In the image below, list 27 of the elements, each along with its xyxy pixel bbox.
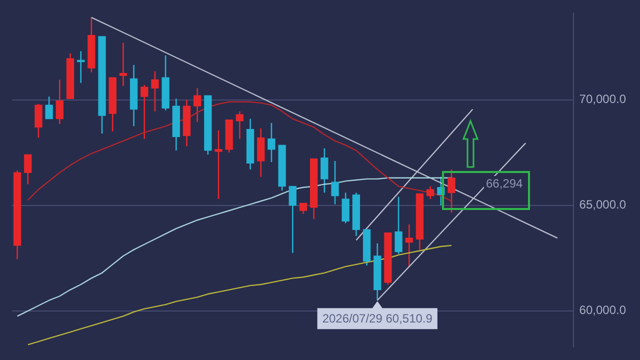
- candlestick: [214, 130, 222, 200]
- annotation: 66,294: [486, 176, 524, 190]
- candlestick: [299, 202, 308, 214]
- candlestick: [45, 96, 53, 120]
- y-tick-label: 60,000.0: [579, 303, 626, 318]
- candlestick: [448, 168, 456, 214]
- candlestick: [194, 88, 202, 123]
- y-tick-label: 70,000.0: [579, 92, 626, 106]
- annotation: 2026/07/29 60,510.9: [322, 311, 433, 326]
- candlestick: [236, 110, 244, 140]
- candlestick: [56, 79, 64, 125]
- candlestick: [77, 50, 85, 84]
- candlestick: [288, 186, 296, 254]
- candlestick: [24, 154, 32, 185]
- candlestick: [119, 42, 128, 87]
- y-tick-label: 65,000.0: [579, 198, 626, 212]
- candlestick: [405, 224, 413, 268]
- candlestick: [257, 128, 265, 178]
- candlestick: [426, 186, 434, 200]
- candlestick: [34, 103, 42, 138]
- candlestick: [320, 148, 328, 194]
- candlestick: [342, 192, 350, 224]
- candlestick: [151, 70, 159, 112]
- candlestick: [140, 84, 148, 140]
- candlestick: [394, 196, 402, 255]
- candlestick: [268, 122, 276, 163]
- candlestick: [331, 160, 339, 205]
